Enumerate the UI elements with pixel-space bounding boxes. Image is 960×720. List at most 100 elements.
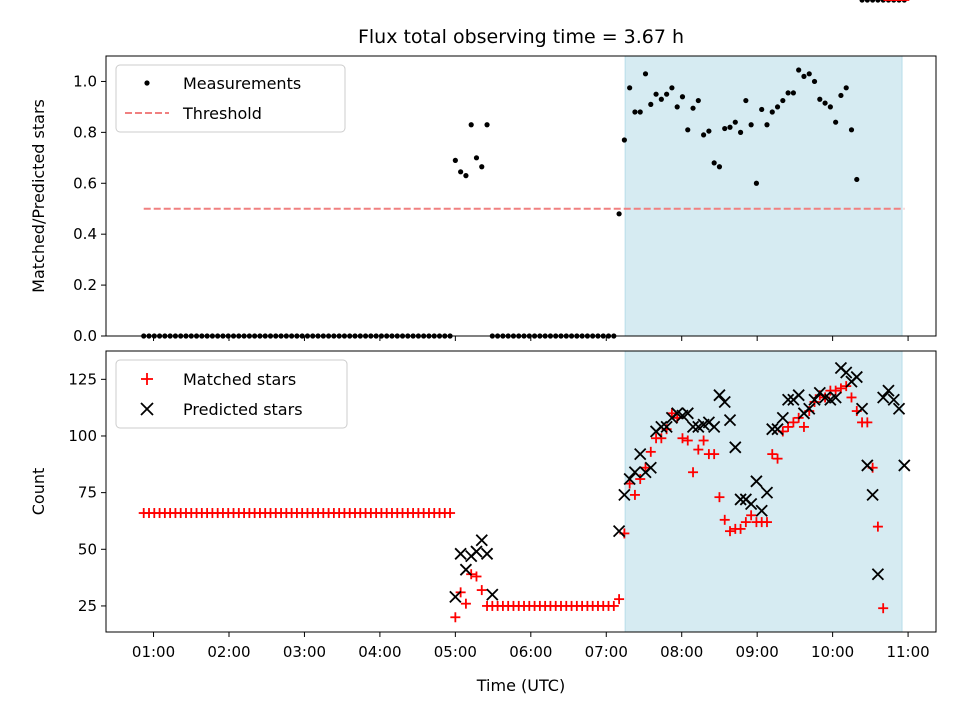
chart-title: Flux total observing time = 3.67 h — [358, 26, 684, 48]
measurement-point — [843, 85, 849, 91]
x-tick-label: 09:00 — [736, 643, 779, 661]
matched-star-marker — [693, 444, 704, 455]
predicted-star-marker — [808, 393, 821, 406]
matched-star-marker — [862, 417, 873, 428]
measurement-point — [642, 71, 649, 77]
predicted-star-marker — [892, 402, 906, 415]
measurement-point — [796, 67, 802, 73]
measurement-point — [774, 104, 781, 110]
ratio-legend-box — [115, 64, 346, 133]
measurement-point — [817, 96, 823, 102]
y-tick-label: 0.4 — [73, 225, 97, 243]
matched-star-marker — [471, 571, 482, 582]
y-tick-label: 25 — [78, 597, 97, 615]
predicted-star-marker — [855, 402, 869, 415]
measurement-point — [859, 0, 865, 3]
predicted-star-marker — [655, 420, 668, 434]
predicted-star-marker — [454, 547, 467, 560]
measurement-point — [674, 104, 680, 110]
count-y-ticks: 25 50 75 100 125 — [68, 370, 106, 615]
count-panel: 25 50 75 100 125 01:00 02:00 03:00 04:00 05:00 06… — [29, 0, 937, 695]
count-legend: Matched stars Predicted stars — [115, 359, 348, 429]
measurement-point — [463, 173, 469, 179]
y-tick-label: 0.2 — [73, 276, 97, 294]
predicted-star-marker — [708, 420, 721, 434]
predicted-star-marker — [840, 366, 853, 379]
count-x-ticks: 01:00 02:00 03:00 04:00 05:00 06:00 07:00 08:00… — [132, 632, 930, 661]
measurement-point — [848, 127, 855, 133]
measurement-point — [716, 164, 723, 170]
matched-star-marker — [767, 449, 778, 460]
measurement-point — [864, 0, 870, 3]
matched-star-marker — [761, 517, 772, 528]
measurement-point — [648, 101, 654, 107]
measurement-point — [632, 109, 638, 115]
measurement-point — [838, 92, 844, 99]
predicted-star-marker — [734, 493, 747, 506]
matched-star-marker — [798, 421, 809, 432]
matched-star-marker — [772, 453, 783, 464]
measurement-point — [780, 97, 786, 104]
predicted-star-marker — [887, 393, 900, 406]
matched-star-marker — [830, 385, 841, 396]
matched-star-marker — [688, 467, 699, 478]
y-tick-label: 0.6 — [73, 174, 97, 192]
predicted-star-marker — [882, 384, 895, 397]
measurement-point — [627, 85, 633, 91]
matched-star-marker — [645, 446, 656, 457]
measurement-point — [748, 122, 754, 128]
predicted-star-marker — [771, 423, 784, 436]
measurement-point — [727, 124, 733, 130]
predicted-star-marker — [792, 389, 805, 402]
predicted-star-marker — [723, 413, 737, 427]
x-tick-label: 07:00 — [585, 643, 628, 661]
measurement-point — [759, 106, 765, 113]
matched-star-marker — [872, 521, 883, 532]
predicted-star-marker — [898, 459, 911, 472]
predicted-star-marker — [480, 547, 494, 560]
predicted-star-marker — [686, 420, 700, 434]
measurement-point — [669, 85, 675, 91]
ratio-legend: Measurements Threshold — [115, 64, 346, 133]
y-tick-label: 50 — [78, 540, 97, 558]
x-tick-label: 04:00 — [358, 643, 401, 661]
x-tick-label: 06:00 — [509, 643, 552, 661]
predicted-star-marker — [866, 488, 879, 502]
y-tick-label: 125 — [68, 370, 97, 388]
measurement-point — [711, 160, 717, 166]
y-tick-label: 75 — [78, 484, 97, 502]
predicted-star-marker — [634, 447, 647, 461]
matched-star-marker — [835, 383, 846, 394]
measurement-point — [801, 73, 807, 79]
matched-star-marker — [629, 489, 640, 500]
predicted-star-marker — [776, 411, 789, 424]
predicted-star-marker — [660, 420, 673, 434]
matched-star-marker — [846, 392, 857, 403]
measurement-point — [637, 109, 643, 115]
measurement-point — [616, 211, 622, 217]
measurement-point — [722, 125, 728, 132]
matched-star-marker — [714, 492, 725, 503]
measurement-point — [785, 90, 791, 96]
measurement-point — [452, 157, 458, 163]
legend-matched-marker — [141, 373, 153, 385]
predicted-star-marker — [470, 545, 483, 558]
x-tick-label: 08:00 — [660, 643, 703, 661]
predicted-star-marker — [877, 391, 890, 404]
measurement-point — [833, 119, 839, 125]
measurement-point — [484, 122, 490, 128]
measurement-point — [690, 105, 696, 111]
predicted-star-marker — [850, 370, 863, 384]
matched-star-marker — [614, 594, 625, 605]
measurement-point — [621, 137, 627, 143]
measurement-point — [743, 97, 749, 104]
x-tick-label: 11:00 — [886, 643, 929, 661]
matched-star-marker — [677, 433, 688, 444]
measurement-point — [827, 104, 833, 110]
predicted-star-marker — [871, 568, 885, 581]
predicted-star-marker — [449, 590, 462, 604]
measurement-point — [685, 127, 691, 133]
matched-star-marker — [445, 508, 456, 519]
ratio-panel: 0.0 0.2 0.4 0.6 0.8 1.0 Matched/Predicted sta… — [29, 0, 937, 345]
